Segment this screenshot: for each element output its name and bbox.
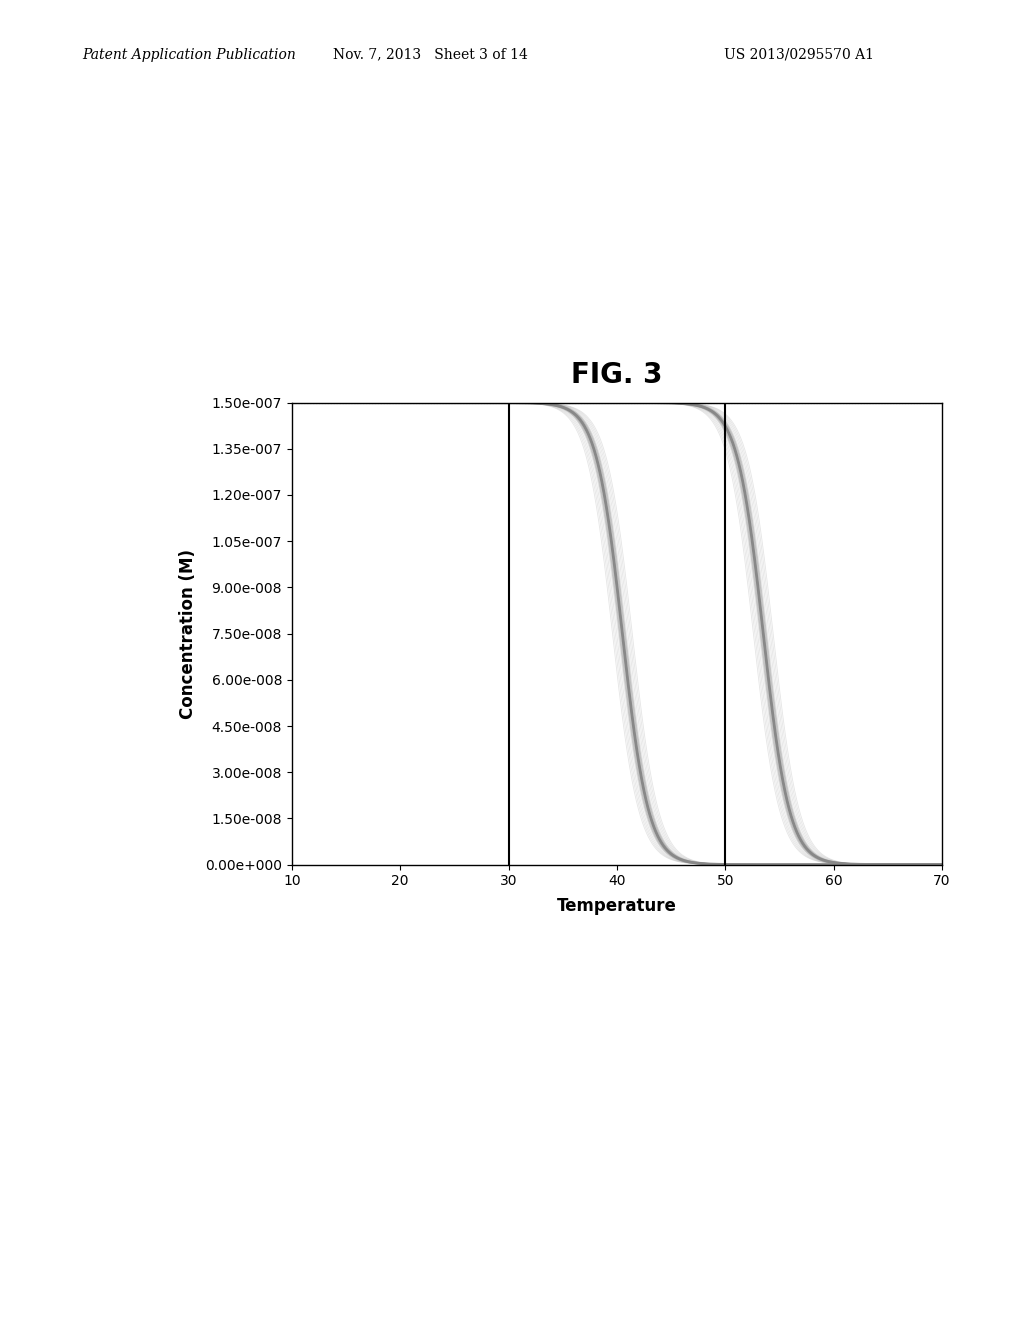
Y-axis label: Concentration (M): Concentration (M): [179, 549, 197, 718]
Text: Patent Application Publication: Patent Application Publication: [82, 48, 296, 62]
Text: Nov. 7, 2013   Sheet 3 of 14: Nov. 7, 2013 Sheet 3 of 14: [333, 48, 527, 62]
Title: FIG. 3: FIG. 3: [571, 362, 663, 389]
X-axis label: Temperature: Temperature: [557, 896, 677, 915]
Text: US 2013/0295570 A1: US 2013/0295570 A1: [724, 48, 873, 62]
